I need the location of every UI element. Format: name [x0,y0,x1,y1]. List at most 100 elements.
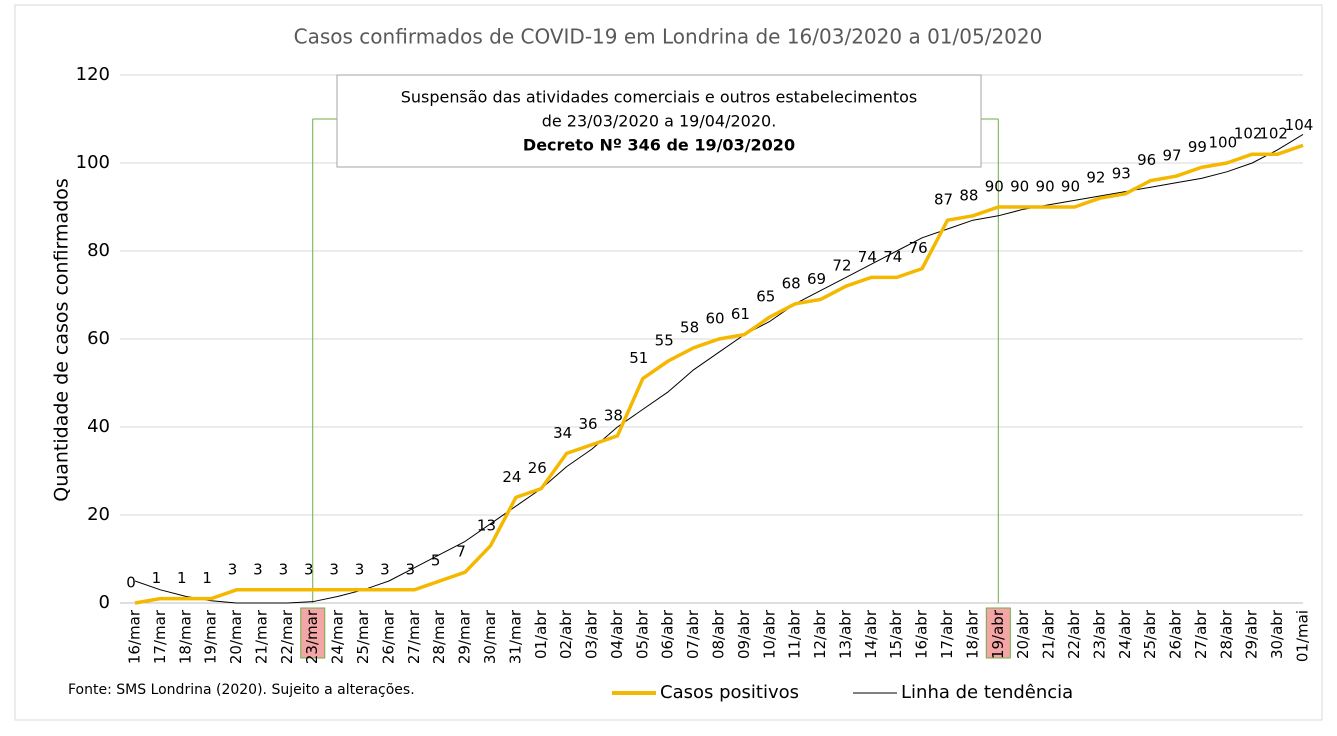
x-tick-label: 17/mar [151,609,169,664]
x-tick-label: 16/abr [913,609,931,659]
x-tick-label: 02/abr [557,609,575,659]
data-label: 3 [355,560,365,578]
x-tick-label: 15/abr [887,609,905,659]
x-tick-label: 26/mar [379,609,397,664]
annotation-box [336,74,982,168]
x-tick-label: 04/abr [608,609,626,659]
x-tick-label: 31/mar [506,609,524,664]
annotation-text: de 23/03/2020 a 19/04/2020. [542,112,777,131]
data-label: 38 [604,406,623,424]
data-label: 13 [477,516,496,534]
data-label: 102 [1259,125,1288,143]
y-tick-label: 40 [87,416,110,437]
x-tick-label: 13/abr [836,609,854,659]
data-label: 90 [1036,178,1055,196]
data-label: 90 [985,178,1004,196]
x-tick-label: 11/abr [786,609,804,659]
x-tick-label: 05/abr [633,609,651,659]
data-label: 3 [329,560,339,578]
data-label: 65 [756,288,775,306]
x-tick-label: 08/abr [710,609,728,659]
x-tick-label: 20/abr [1014,609,1032,659]
annotation-text: Suspensão das atividades comerciais e ou… [401,88,917,107]
data-label: 76 [909,239,928,257]
data-label: 5 [431,552,441,570]
x-tick-label: 24/mar [329,609,347,664]
x-tick-label: 27/mar [405,609,423,664]
x-tick-label: 01/mai [1294,610,1312,662]
x-tick-label: 23/abr [1090,609,1108,659]
data-label: 68 [782,274,801,292]
data-label: 26 [528,459,547,477]
source-note: Fonte: SMS Londrina (2020). Sujeito a al… [68,682,415,698]
data-label: 102 [1234,125,1263,143]
data-label: 7 [456,543,466,561]
data-label: 55 [655,332,674,350]
data-label: 58 [680,318,699,336]
data-label: 90 [1061,178,1080,196]
y-axis-title: Quantidade de casos confirmados [51,178,73,502]
x-tick-label: 06/abr [659,609,677,659]
x-tick-label: 18/abr [963,609,981,659]
data-label: 104 [1285,116,1314,134]
x-tick-label: 28/abr [1217,609,1235,659]
highlight-box [300,607,326,659]
x-tick-label: 19/mar [202,609,220,664]
x-tick-label: 22/abr [1065,609,1083,659]
data-label: 61 [731,305,750,323]
x-tick-label: 16/mar [126,609,144,664]
x-tick-label: 23/mar [303,609,321,664]
data-label: 88 [959,186,978,204]
legend-label: Linha de tendência [901,682,1073,703]
data-label: 51 [629,349,648,367]
x-tick-label: 03/abr [583,609,601,659]
x-tick-label: 28/mar [430,609,448,664]
data-label: 3 [253,560,263,578]
data-label: 1 [152,569,162,587]
x-tick-label: 07/abr [684,609,702,659]
y-tick-label: 60 [87,328,110,349]
data-label: 3 [228,560,238,578]
x-tick-label: 25/mar [354,609,372,664]
x-tick-label: 20/mar [227,609,245,664]
x-tick-label: 19/abr [989,609,1007,659]
x-tick-label: 18/mar [176,609,194,664]
data-label: 36 [578,415,597,433]
trend-line [134,133,1304,604]
x-tick-label: 01/abr [532,609,550,659]
x-tick-label: 25/abr [1141,609,1159,659]
annotation-bold: Decreto Nº 346 de 19/03/2020 [523,136,795,155]
data-label: 72 [832,257,851,275]
data-label: 3 [406,560,416,578]
data-label: 93 [1112,164,1131,182]
x-tick-label: 27/abr [1192,609,1210,659]
x-tick-label: 10/abr [760,609,778,659]
y-tick-label: 100 [76,152,110,173]
x-tick-label: 12/abr [811,609,829,659]
highlight-box [985,607,1011,659]
data-label: 96 [1137,151,1156,169]
y-tick-label: 80 [87,240,110,261]
data-label: 3 [279,560,289,578]
y-tick-label: 120 [76,64,110,85]
data-label: 97 [1162,147,1181,165]
x-tick-label: 22/mar [278,609,296,664]
data-label: 1 [202,569,212,587]
data-label: 3 [380,560,390,578]
x-tick-label: 29/abr [1243,609,1261,659]
data-label: 0 [126,574,136,592]
data-label: 100 [1209,134,1238,152]
x-tick-label: 21/mar [252,609,270,664]
chart-title: Casos confirmados de COVID-19 em Londrin… [294,25,1043,49]
data-label: 99 [1188,138,1207,156]
x-tick-label: 09/abr [735,609,753,659]
data-label: 92 [1086,169,1105,187]
data-label: 74 [883,248,902,266]
cases-line [134,143,1304,605]
x-tick-label: 21/abr [1040,609,1058,659]
data-label: 60 [705,310,724,328]
x-tick-label: 29/mar [456,609,474,664]
data-label: 1 [177,569,187,587]
data-label: 34 [553,424,572,442]
